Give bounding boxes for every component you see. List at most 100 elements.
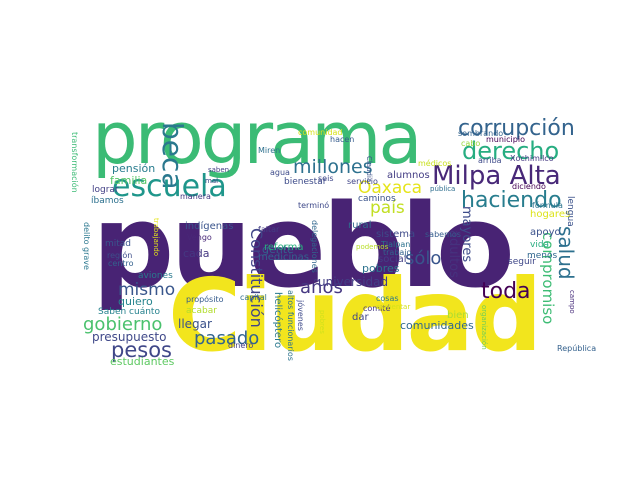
word-ibamos: íbamos bbox=[91, 196, 124, 206]
word-transformacion: transformación bbox=[70, 132, 79, 193]
word-arriba: arriba bbox=[478, 156, 502, 165]
word-toda: toda bbox=[481, 279, 531, 304]
word-cosas: cosas bbox=[376, 294, 399, 303]
word-caminos: caminos bbox=[358, 194, 396, 204]
word-seis: seis bbox=[318, 174, 334, 183]
word-termino: terminó bbox=[298, 201, 330, 210]
word-tlalpan: Tlalpan bbox=[381, 240, 411, 249]
word-aumentar: aumentar bbox=[376, 303, 411, 311]
word-altos-funcionarios: altos funcionarios bbox=[286, 290, 295, 361]
word-ciudad: Ciudad bbox=[168, 257, 543, 374]
word-familia: familia bbox=[110, 174, 148, 187]
word-acabar: acabar bbox=[186, 306, 217, 316]
word-comunidad: comunidad bbox=[298, 128, 343, 137]
word-bien: bien bbox=[447, 310, 469, 321]
word-derecho: derecho bbox=[462, 137, 560, 165]
word-comite: comité bbox=[363, 304, 391, 313]
word-haciendo: haciendo bbox=[461, 188, 562, 213]
word-social: social bbox=[378, 254, 407, 265]
word-medicos: médicos bbox=[418, 159, 452, 168]
word-estudiantes: estudiantes bbox=[110, 355, 175, 368]
word-miren: Miren bbox=[258, 146, 281, 155]
word-campo: campo bbox=[568, 290, 576, 314]
word-aviones: aviones bbox=[138, 271, 173, 281]
word-helicoptero: helicóptero bbox=[272, 292, 283, 349]
word-mal: mal bbox=[205, 177, 219, 185]
word-dar: dar bbox=[352, 312, 369, 323]
word-mayores: mayores bbox=[459, 206, 474, 263]
word-region: región bbox=[107, 251, 133, 260]
word-gobierno: gobierno bbox=[83, 314, 163, 335]
word-beca: beca bbox=[156, 122, 189, 190]
word-apoyo: apoyo bbox=[530, 227, 561, 238]
word-pesos: pesos bbox=[111, 338, 172, 362]
word-millones: millones bbox=[293, 156, 373, 178]
word-hacen: hacen bbox=[330, 135, 355, 144]
word-vida: vida bbox=[530, 240, 550, 250]
word-quiero: quiero bbox=[118, 295, 153, 308]
word-saben: saben bbox=[208, 166, 230, 174]
word-mismo: mismo bbox=[118, 280, 176, 300]
word-pobres: pobres bbox=[362, 262, 400, 275]
word-reforma: reforma bbox=[264, 242, 304, 253]
word-escuela: escuela bbox=[112, 169, 227, 204]
word-sembrando: sembrando bbox=[458, 129, 504, 138]
word-corrupcion: corrupción bbox=[458, 116, 575, 141]
word-alumnos: alumnos bbox=[387, 170, 430, 181]
word-adultos: adultos bbox=[446, 230, 461, 278]
word-republica: República bbox=[557, 344, 597, 353]
word-bienestar: bienestar bbox=[284, 177, 327, 187]
word-trabajo: trabajo bbox=[383, 248, 412, 257]
word-capital: capital bbox=[240, 293, 267, 302]
word-milpa-alta: Milpa Alta bbox=[432, 161, 561, 191]
word-gente: gente bbox=[262, 243, 294, 256]
word-mitad: mitad bbox=[105, 239, 132, 249]
word-servicio: servicio bbox=[347, 177, 378, 186]
word-pension: pensión bbox=[112, 162, 156, 175]
word-manera: manera bbox=[180, 192, 211, 201]
word-delegaciones: delegaciones bbox=[310, 220, 319, 273]
word-indigenas: indígenas bbox=[185, 221, 234, 232]
word-faltar: faltar bbox=[258, 225, 280, 234]
word-jovenes: jóvenes bbox=[296, 300, 305, 331]
word-salud: salud bbox=[554, 226, 578, 280]
word-comunidades: comunidades bbox=[400, 319, 474, 332]
word-vengo: Vengo bbox=[187, 233, 212, 242]
word-dinero: dinero bbox=[228, 341, 254, 350]
word-diciendo: diciendo bbox=[512, 182, 546, 191]
word-pueblo: pueblo bbox=[92, 180, 515, 314]
word-delito-grave: delito grave bbox=[82, 222, 91, 270]
word-menos: menos bbox=[527, 251, 558, 261]
word-seguir: seguir bbox=[508, 257, 536, 267]
word-llegar: llegar bbox=[178, 317, 212, 331]
word-centro: centro bbox=[108, 259, 134, 268]
word-publica: pública bbox=[430, 185, 456, 193]
word-claudia: Claudia bbox=[365, 156, 373, 183]
word-medicinas: medicinas bbox=[258, 252, 309, 263]
word-trabajando: trabajando bbox=[152, 218, 160, 257]
word-organizacion: organización bbox=[480, 305, 488, 350]
word-anos: años bbox=[300, 277, 343, 298]
word-sabemos: sabemos bbox=[425, 230, 461, 239]
word-municipio: municipio bbox=[486, 135, 525, 144]
word-agua: agua bbox=[270, 168, 290, 177]
word-hogares: hogares bbox=[530, 209, 571, 220]
word-lograr: lograr bbox=[92, 185, 119, 195]
word-xochimilco: Xochimilco bbox=[510, 154, 554, 163]
word-cabo: cabo bbox=[461, 139, 481, 148]
word-solo: sólo bbox=[405, 248, 442, 269]
word-saben-cuanto: Saben cuánto bbox=[98, 307, 160, 317]
word-sistema: sistema bbox=[376, 229, 416, 240]
word-constitucion: Constitución bbox=[247, 228, 266, 328]
word-rural: rural bbox=[348, 220, 372, 231]
word-pais: país bbox=[370, 198, 405, 218]
word-pobres-small: pobres bbox=[318, 310, 326, 334]
word-universidad: universidad bbox=[318, 275, 389, 289]
word-presupuesto: presupuesto bbox=[92, 330, 167, 344]
word-oaxaca: Oaxaca bbox=[358, 178, 423, 198]
word-pasado: pasado bbox=[194, 328, 260, 349]
word-lengua: lengua bbox=[565, 196, 575, 227]
word-cada: cada bbox=[183, 247, 210, 260]
word-programa: programa bbox=[92, 96, 422, 180]
